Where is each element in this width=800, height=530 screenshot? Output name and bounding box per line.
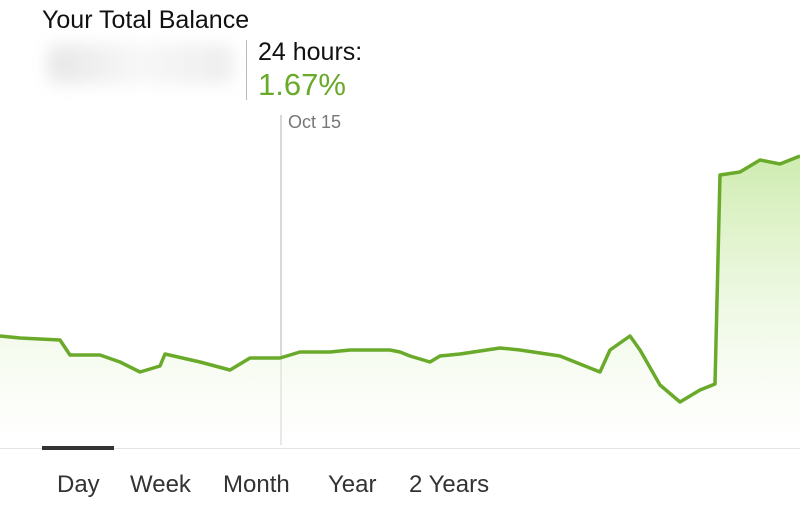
change-value: 1.67% — [258, 67, 346, 102]
range-tabs: Day Week Month Year 2 Years — [0, 446, 800, 530]
change-label: 24 hours: — [258, 38, 363, 66]
title: Your Total Balance — [42, 6, 250, 34]
balance-line — [0, 154, 800, 404]
range-tab[interactable]: Day — [57, 471, 100, 498]
range-tab[interactable]: Month — [223, 471, 290, 498]
range-tab[interactable]: Year — [328, 471, 377, 498]
range-tab[interactable]: Week — [130, 471, 191, 498]
range-tab[interactable]: 2 Years — [409, 471, 490, 498]
selected-tab-indicator — [42, 446, 114, 450]
balance-chart — [0, 115, 800, 445]
divider — [246, 40, 247, 100]
hidden-balance — [48, 44, 233, 84]
date-label: Oct 15 — [288, 112, 342, 132]
